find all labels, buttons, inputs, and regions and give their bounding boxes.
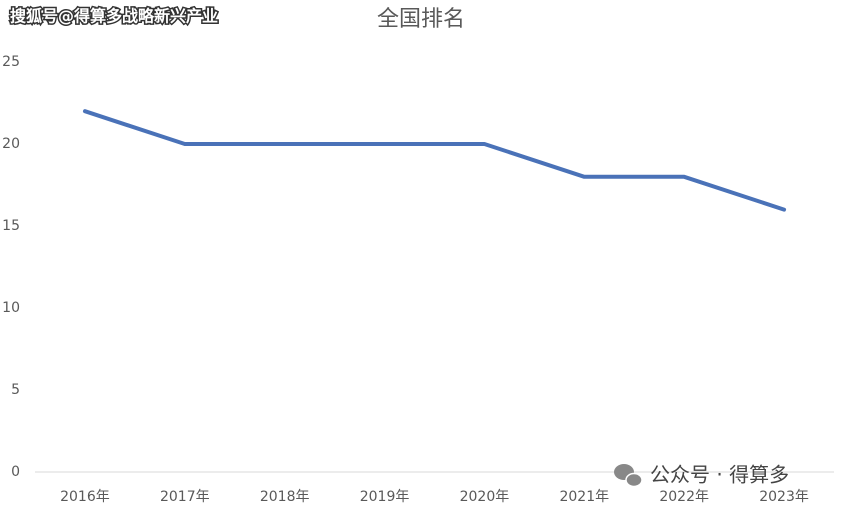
y-tick-label: 10 [2, 300, 20, 316]
y-tick-label: 25 [2, 54, 20, 70]
icon-bubble [625, 472, 643, 488]
chart-title: 全国排名 [377, 7, 465, 32]
x-tick-label: 2016年 [60, 489, 110, 505]
x-tick-label: 2020年 [460, 489, 510, 505]
y-tick-label: 0 [11, 464, 20, 480]
x-tick-label: 2021年 [559, 489, 609, 505]
y-tick-label: 15 [2, 218, 20, 234]
line-series [82, 109, 787, 212]
wechat-icon [614, 464, 643, 488]
y-tick-label: 20 [2, 136, 20, 152]
y-tick-label: 5 [11, 382, 20, 398]
watermark: 公众号 · 得算多 [650, 463, 789, 487]
x-tick-label: 2017年 [160, 489, 210, 505]
x-tick-label: 2018年 [260, 489, 310, 505]
watermark: 搜狐号@得算多战略新兴产业 [10, 7, 218, 26]
x-tick-label: 2019年 [360, 489, 410, 505]
x-tick-label: 2022年 [659, 489, 709, 505]
x-tick-label: 2023年 [759, 489, 809, 505]
